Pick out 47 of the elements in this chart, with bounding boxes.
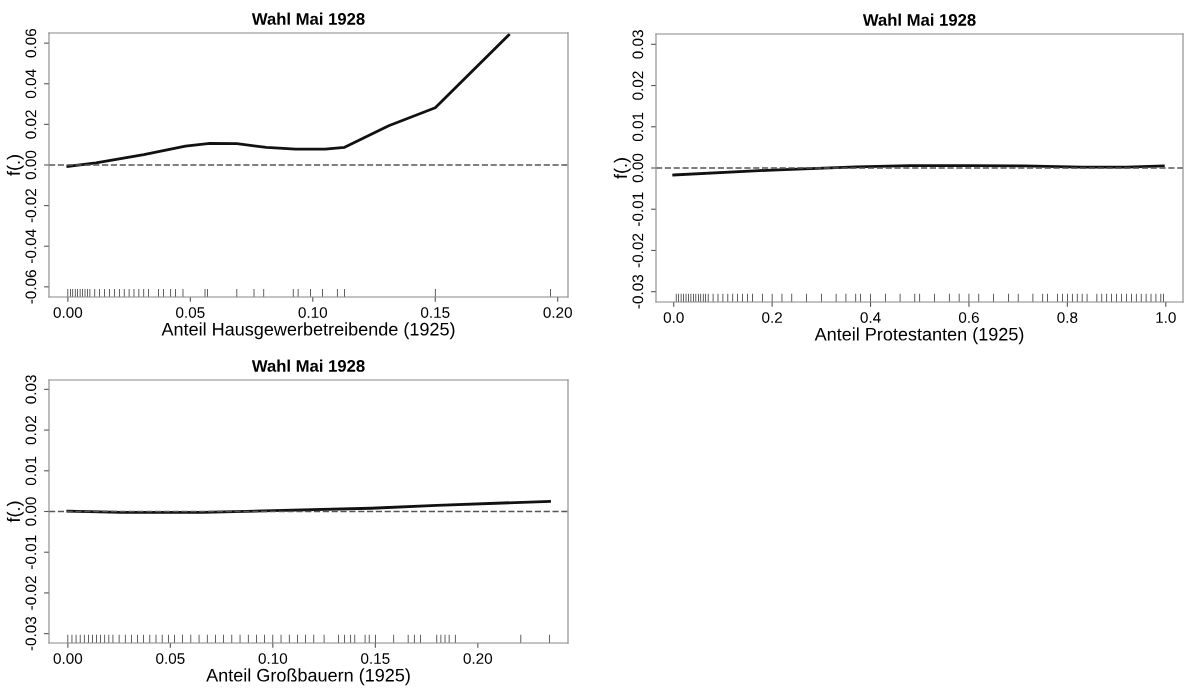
chart-title: Wahl Mai 1928 <box>251 12 365 25</box>
y-tick-label: 0.06 <box>25 28 37 58</box>
y-tick-label: -0.01 <box>25 535 37 569</box>
chart-title: Wahl Mai 1928 <box>862 13 976 26</box>
x-axis-title: Anteil Protestanten (1925) <box>814 327 1024 345</box>
y-tick-label: 0.02 <box>632 71 644 100</box>
x-tick-label: 0.8 <box>1057 312 1078 323</box>
y-tick-label: 0.01 <box>25 456 37 486</box>
x-tick-label: 0.15 <box>420 307 450 318</box>
y-tick-label: 0.00 <box>25 497 37 526</box>
y-tick-label: 0.02 <box>25 415 37 445</box>
x-tick-label: 1.0 <box>1156 312 1176 323</box>
y-tick-label: -0.02 <box>632 233 644 268</box>
x-tick-label: 0.05 <box>156 653 185 664</box>
x-tick-label: 0.00 <box>53 653 83 664</box>
x-tick-label: 0.4 <box>860 312 881 323</box>
x-tick-label: 0.6 <box>958 312 979 323</box>
x-tick-label: 0.2 <box>762 312 782 323</box>
y-tick-label: 0.03 <box>632 30 644 59</box>
y-tick-label: 0.00 <box>632 153 644 183</box>
y-tick-label: -0.02 <box>25 576 37 610</box>
y-axis-title: f(.) <box>6 501 24 523</box>
y-tick-label: -0.01 <box>632 192 644 226</box>
x-tick-label: 0.15 <box>361 653 390 664</box>
y-tick-label: -0.03 <box>25 616 37 651</box>
line-series <box>66 33 511 168</box>
y-tick-label: 0.03 <box>25 375 37 404</box>
chart-title: Wahl Mai 1928 <box>251 359 365 372</box>
x-tick-label: 0.20 <box>543 307 572 318</box>
x-axis-title: Anteil Hausgewerbetreibende (1925) <box>161 322 455 340</box>
x-tick-label: 0.20 <box>463 653 493 664</box>
x-tick-label: 0.10 <box>298 307 328 318</box>
y-tick-label: 0.04 <box>25 69 37 99</box>
y-axis-title: f(.) <box>6 155 24 176</box>
y-tick-label: 0.02 <box>25 110 37 139</box>
x-tick-label: 0.0 <box>663 312 684 323</box>
x-tick-label: 0.05 <box>176 307 205 318</box>
x-tick-label: 0.10 <box>258 653 288 664</box>
y-tick-label: -0.02 <box>25 188 37 223</box>
x-axis-title: Anteil Großbauern (1925) <box>206 668 410 686</box>
y-axis-title: f(.) <box>613 158 631 179</box>
y-tick-label: 0.00 <box>25 150 37 180</box>
y-tick-label: -0.06 <box>25 270 37 304</box>
y-tick-label: 0.01 <box>632 112 644 142</box>
y-tick-label: -0.04 <box>25 229 37 263</box>
y-tick-label: -0.03 <box>632 274 644 309</box>
x-tick-label: 0.00 <box>53 307 83 318</box>
